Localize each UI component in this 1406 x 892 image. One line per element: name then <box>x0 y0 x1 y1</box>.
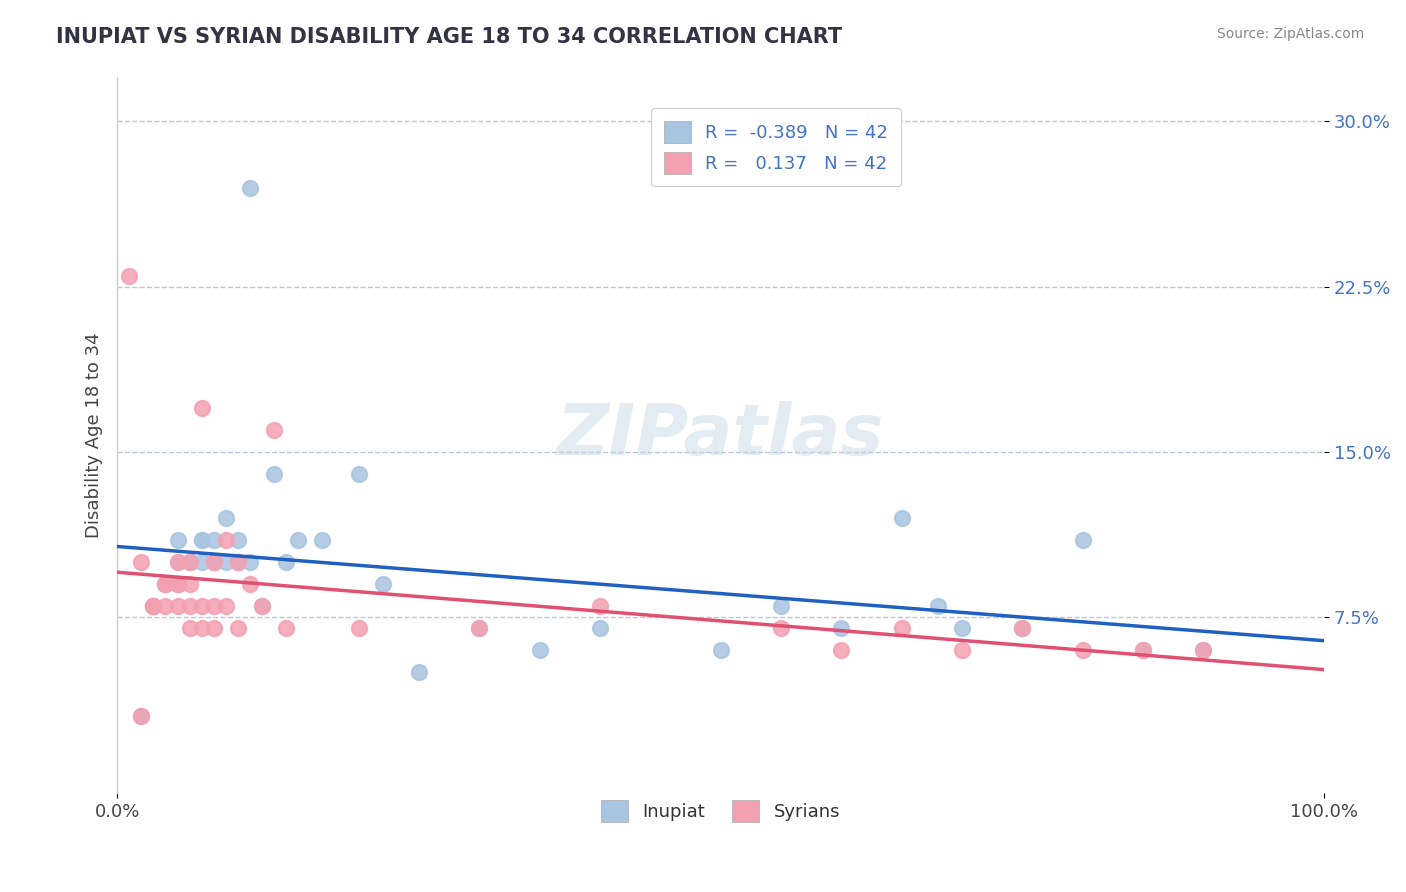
Point <box>927 599 949 613</box>
Point <box>1011 621 1033 635</box>
Point <box>215 511 238 525</box>
Text: ZIPatlas: ZIPatlas <box>557 401 884 470</box>
Point <box>408 665 430 680</box>
Point <box>589 599 612 613</box>
Point <box>263 423 285 437</box>
Point <box>202 599 225 613</box>
Point <box>890 621 912 635</box>
Point <box>263 467 285 481</box>
Point <box>166 577 188 591</box>
Point <box>468 621 491 635</box>
Point <box>226 555 249 569</box>
Point <box>142 599 165 613</box>
Point <box>202 555 225 569</box>
Point <box>1192 643 1215 657</box>
Point <box>311 533 333 547</box>
Point <box>950 643 973 657</box>
Point <box>142 599 165 613</box>
Point <box>347 621 370 635</box>
Point <box>287 533 309 547</box>
Point <box>1071 643 1094 657</box>
Point <box>239 577 262 591</box>
Point <box>166 533 188 547</box>
Point <box>769 621 792 635</box>
Point <box>179 621 201 635</box>
Point <box>226 555 249 569</box>
Point <box>131 709 153 723</box>
Point <box>155 577 177 591</box>
Point <box>589 621 612 635</box>
Point <box>239 555 262 569</box>
Point <box>118 268 141 283</box>
Point <box>276 555 298 569</box>
Point <box>155 599 177 613</box>
Point <box>166 577 188 591</box>
Point <box>769 599 792 613</box>
Point <box>166 555 188 569</box>
Point <box>131 555 153 569</box>
Point <box>202 621 225 635</box>
Point <box>166 555 188 569</box>
Point <box>1132 643 1154 657</box>
Point <box>215 533 238 547</box>
Point <box>179 555 201 569</box>
Point <box>155 577 177 591</box>
Point <box>709 643 731 657</box>
Point <box>166 577 188 591</box>
Point <box>1132 643 1154 657</box>
Point <box>190 555 212 569</box>
Text: INUPIAT VS SYRIAN DISABILITY AGE 18 TO 34 CORRELATION CHART: INUPIAT VS SYRIAN DISABILITY AGE 18 TO 3… <box>56 27 842 46</box>
Point <box>250 599 273 613</box>
Point <box>529 643 551 657</box>
Y-axis label: Disability Age 18 to 34: Disability Age 18 to 34 <box>86 333 103 538</box>
Point <box>190 621 212 635</box>
Point <box>226 533 249 547</box>
Point <box>142 599 165 613</box>
Point <box>250 599 273 613</box>
Point <box>202 533 225 547</box>
Point <box>215 599 238 613</box>
Point <box>1192 643 1215 657</box>
Legend: Inupiat, Syrians: Inupiat, Syrians <box>588 787 853 834</box>
Point <box>179 577 201 591</box>
Point <box>371 577 394 591</box>
Point <box>155 577 177 591</box>
Point <box>1071 533 1094 547</box>
Point <box>347 467 370 481</box>
Text: Source: ZipAtlas.com: Source: ZipAtlas.com <box>1216 27 1364 41</box>
Point <box>166 599 188 613</box>
Point <box>950 621 973 635</box>
Point <box>179 555 201 569</box>
Point <box>1011 621 1033 635</box>
Point <box>890 511 912 525</box>
Point <box>239 180 262 194</box>
Point <box>226 555 249 569</box>
Point <box>190 401 212 415</box>
Point <box>190 533 212 547</box>
Point <box>179 599 201 613</box>
Point <box>202 555 225 569</box>
Point <box>142 599 165 613</box>
Point <box>226 621 249 635</box>
Point <box>190 533 212 547</box>
Point <box>830 621 852 635</box>
Point <box>131 709 153 723</box>
Point <box>468 621 491 635</box>
Point <box>276 621 298 635</box>
Point <box>830 643 852 657</box>
Point <box>215 555 238 569</box>
Point <box>179 555 201 569</box>
Point <box>190 599 212 613</box>
Point <box>202 555 225 569</box>
